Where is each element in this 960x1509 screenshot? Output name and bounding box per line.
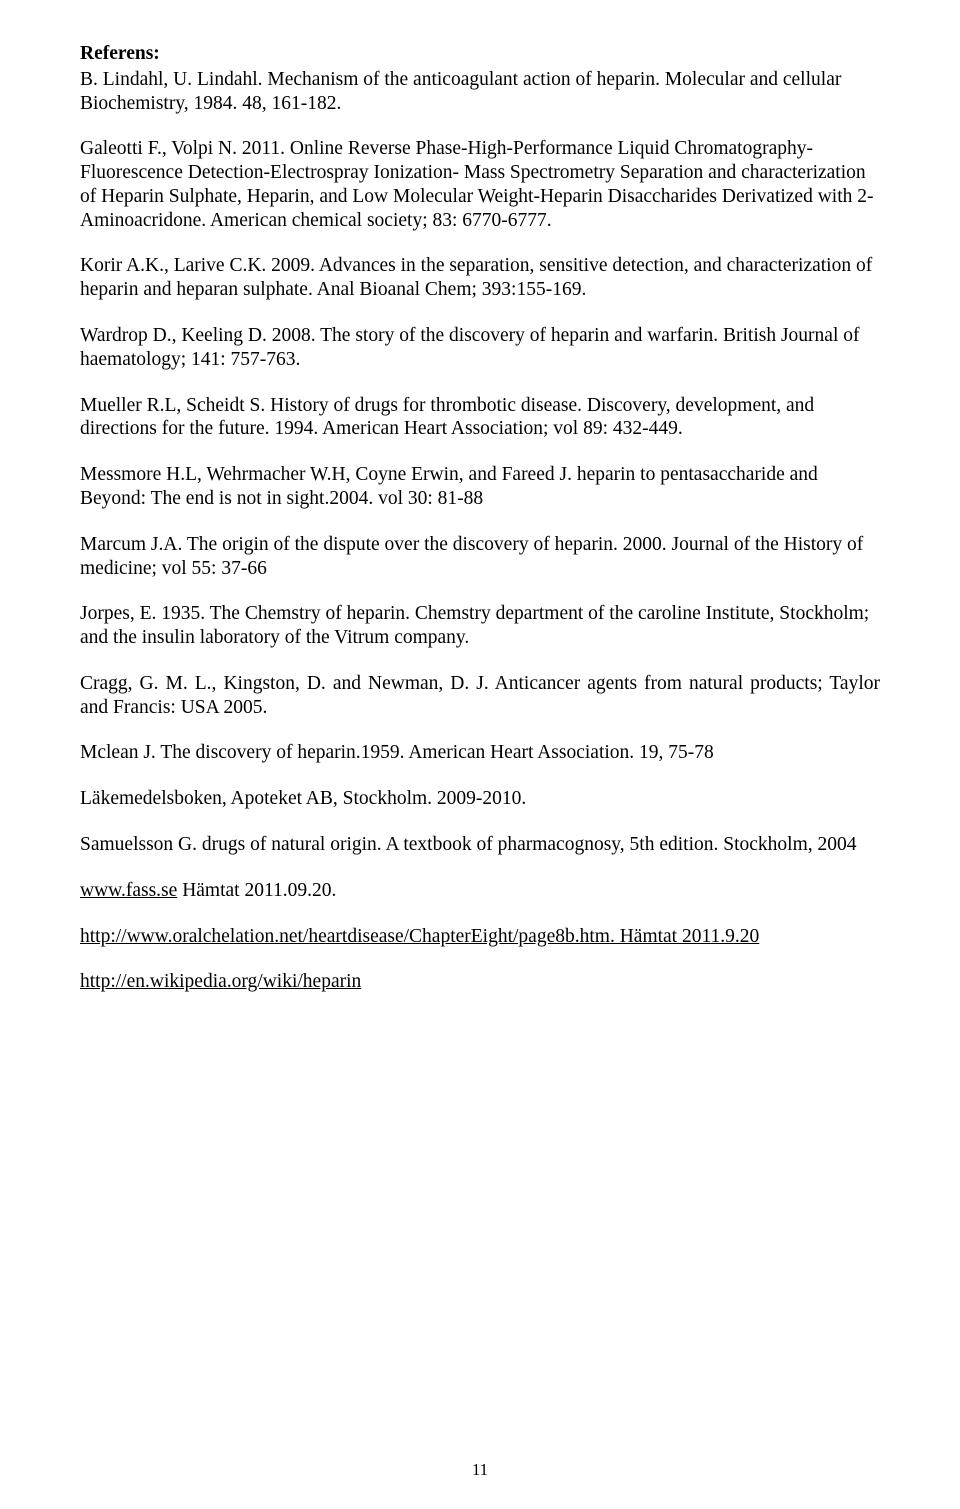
reference-entry: Mclean J. The discovery of heparin.1959.… [80,741,880,765]
reference-link[interactable]: http://www.oralchelation.net/heartdiseas… [80,926,759,947]
reference-entry: Läkemedelsboken, Apoteket AB, Stockholm.… [80,787,880,811]
reference-link-entry: www.fass.se Hämtat 2011.09.20. [80,879,880,903]
reference-entry: Marcum J.A. The origin of the dispute ov… [80,533,880,581]
reference-link-tail: Hämtat 2011.09.20. [177,880,336,901]
section-heading: Referens: [80,42,880,66]
reference-entry: Jorpes, E. 1935. The Chemstry of heparin… [80,602,880,650]
reference-entry: Cragg, G. M. L., Kingston, D. and Newman… [80,672,880,720]
reference-entry: Mueller R.L, Scheidt S. History of drugs… [80,394,880,442]
reference-link[interactable]: http://en.wikipedia.org/wiki/heparin [80,971,361,992]
reference-link-entry: http://www.oralchelation.net/heartdiseas… [80,925,880,949]
reference-entry: Galeotti F., Volpi N. 2011. Online Rever… [80,137,880,232]
page-container: Referens: B. Lindahl, U. Lindahl. Mechan… [0,0,960,1509]
reference-entry: Wardrop D., Keeling D. 2008. The story o… [80,324,880,372]
reference-entry: Korir A.K., Larive C.K. 2009. Advances i… [80,254,880,302]
reference-entry: Samuelsson G. drugs of natural origin. A… [80,833,880,857]
reference-link-entry: http://en.wikipedia.org/wiki/heparin [80,970,880,994]
reference-entry: Messmore H.L, Wehrmacher W.H, Coyne Erwi… [80,463,880,511]
reference-entry: B. Lindahl, U. Lindahl. Mechanism of the… [80,68,880,116]
page-number: 11 [0,1460,960,1481]
reference-link[interactable]: www.fass.se [80,880,177,901]
